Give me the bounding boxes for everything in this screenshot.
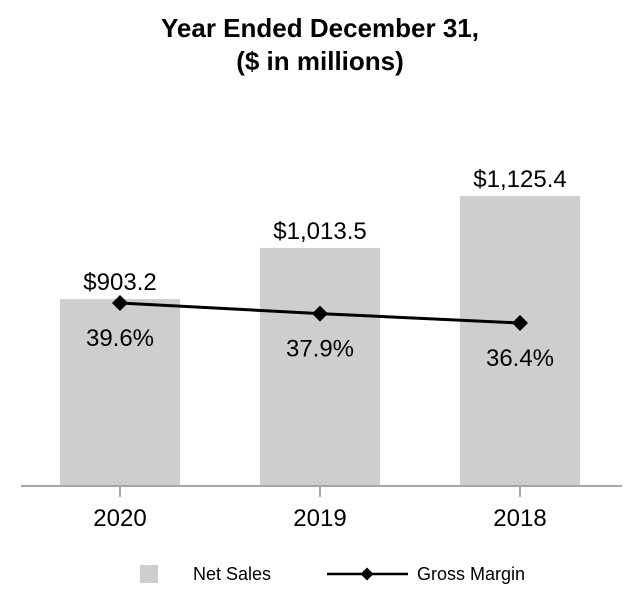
legend-gross-margin-marker <box>327 567 408 581</box>
x-axis-label-2020: 2020 <box>93 505 146 532</box>
chart-title-line1: Year Ended December 31, <box>161 13 479 43</box>
bar-value-label-2020: $903.2 <box>83 269 156 296</box>
legend-diamond-icon <box>360 567 374 581</box>
gross-margin-label-2018: 36.4% <box>486 345 554 372</box>
bar-value-label-2019: $1,013.5 <box>273 218 366 245</box>
legend-net-sales-label: Net Sales <box>193 564 272 584</box>
bar-value-label-2018: $1,125.4 <box>473 166 566 193</box>
legend-net-sales-swatch <box>140 565 158 583</box>
gross-margin-label-2019: 37.9% <box>286 336 354 363</box>
bar-2020 <box>60 299 180 486</box>
gross-margin-point-2019 <box>312 305 328 322</box>
bar-2018 <box>460 196 580 486</box>
bar-2019 <box>260 247 380 486</box>
legend-gross-margin-label: Gross Margin <box>417 564 526 584</box>
gross-margin-label-2020: 39.6% <box>86 325 154 352</box>
x-axis-label-2019: 2019 <box>293 505 346 532</box>
gross-margin-point-2018 <box>512 315 528 331</box>
chart-title: Year Ended December 31, ($ in millions) <box>0 12 640 78</box>
x-axis-label-2018: 2018 <box>493 505 546 532</box>
legend: Net Sales Gross Margin <box>0 565 640 583</box>
chart-title-line2: ($ in millions) <box>236 46 404 76</box>
gross-margin-point-2020 <box>112 295 128 311</box>
